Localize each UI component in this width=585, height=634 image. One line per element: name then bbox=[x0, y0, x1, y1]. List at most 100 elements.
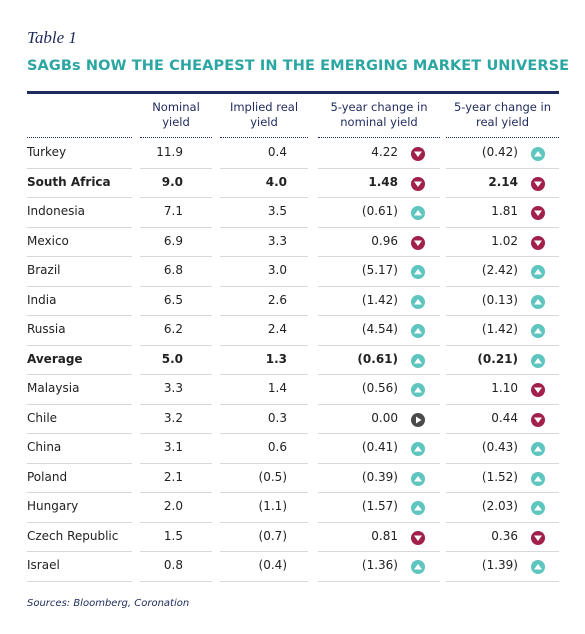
cell-value: 1.81 bbox=[491, 204, 518, 218]
source-note: Sources: Bloomberg, Coronation bbox=[27, 598, 190, 609]
row-separator bbox=[140, 580, 212, 582]
cell-value: 1.02 bbox=[491, 233, 518, 248]
row-separator bbox=[27, 197, 132, 198]
icon bbox=[411, 383, 425, 397]
cell-value: 0.8 bbox=[163, 558, 183, 572]
trend-icon bbox=[531, 412, 545, 427]
cell-value: 11.9 bbox=[156, 145, 183, 159]
row-separator bbox=[140, 197, 212, 198]
cell-value: 3.2 bbox=[163, 410, 183, 425]
icon bbox=[531, 235, 545, 250]
cell-value: 1.10 bbox=[491, 381, 518, 395]
cell-value: (0.13) bbox=[481, 292, 518, 307]
icon bbox=[411, 206, 425, 220]
header-separator bbox=[318, 137, 440, 138]
icon bbox=[531, 471, 545, 486]
trend-icon bbox=[531, 205, 545, 220]
cell-value: 6.9 bbox=[163, 233, 183, 248]
row-separator bbox=[318, 403, 440, 405]
cell-value: 4.0 bbox=[265, 174, 287, 189]
row-separator bbox=[446, 256, 559, 257]
cell-value: (0.5) bbox=[258, 469, 287, 484]
icon bbox=[411, 442, 425, 456]
row-separator bbox=[446, 374, 559, 375]
icon bbox=[531, 294, 545, 309]
row-label: Indonesia bbox=[27, 204, 86, 218]
icon bbox=[531, 501, 545, 515]
icon bbox=[411, 501, 425, 515]
trend-icon bbox=[531, 235, 545, 250]
trend-icon bbox=[531, 294, 545, 309]
cell-value: (1.39) bbox=[481, 558, 518, 572]
cell-value: (0.56) bbox=[361, 381, 398, 395]
row-separator bbox=[446, 403, 559, 405]
row-separator bbox=[220, 197, 308, 198]
icon bbox=[411, 353, 425, 368]
icon bbox=[531, 147, 545, 161]
icon bbox=[411, 294, 425, 309]
row-label: Poland bbox=[27, 469, 68, 484]
row-separator bbox=[220, 167, 308, 169]
row-separator bbox=[140, 256, 212, 257]
row-separator bbox=[27, 403, 132, 405]
row-separator bbox=[27, 462, 132, 464]
cell-value: 1.5 bbox=[163, 528, 183, 543]
trend-icon bbox=[411, 323, 425, 338]
cell-value: 6.5 bbox=[163, 292, 183, 307]
row-separator bbox=[446, 226, 559, 228]
row-separator bbox=[27, 344, 132, 346]
row-separator bbox=[140, 521, 212, 523]
header-separator bbox=[27, 137, 132, 138]
row-label: Mexico bbox=[27, 233, 69, 248]
row-separator bbox=[140, 226, 212, 228]
row-label: Malaysia bbox=[27, 381, 80, 395]
trend-icon bbox=[531, 500, 545, 515]
cell-value: 0.36 bbox=[491, 528, 518, 543]
row-separator bbox=[318, 580, 440, 582]
row-label: Hungary bbox=[27, 499, 79, 513]
icon bbox=[531, 530, 545, 545]
cell-value: 4.22 bbox=[371, 145, 398, 159]
row-separator bbox=[220, 256, 308, 257]
row-separator bbox=[140, 492, 212, 493]
cell-value: 1.4 bbox=[267, 381, 287, 395]
row-label: Russia bbox=[27, 322, 66, 336]
row-separator bbox=[446, 492, 559, 493]
icon bbox=[411, 471, 425, 486]
icon bbox=[411, 147, 425, 161]
cell-value: 1.48 bbox=[368, 174, 398, 189]
row-label: Brazil bbox=[27, 263, 61, 277]
trend-icon bbox=[411, 559, 425, 574]
row-separator bbox=[446, 315, 559, 316]
cell-value: 0.44 bbox=[491, 410, 518, 425]
row-separator bbox=[27, 167, 132, 169]
row-separator bbox=[27, 433, 132, 434]
row-separator bbox=[140, 285, 212, 287]
row-separator bbox=[27, 374, 132, 375]
icon bbox=[531, 383, 545, 397]
row-separator bbox=[446, 433, 559, 434]
row-separator bbox=[140, 344, 212, 346]
row-separator bbox=[318, 433, 440, 434]
row-separator bbox=[446, 551, 559, 552]
icon bbox=[411, 235, 425, 250]
trend-icon bbox=[411, 382, 425, 397]
trend-icon bbox=[531, 530, 545, 545]
row-separator bbox=[220, 403, 308, 405]
trend-icon bbox=[411, 441, 425, 456]
cell-value: 0.96 bbox=[371, 233, 398, 248]
trend-icon bbox=[411, 264, 425, 279]
row-separator bbox=[318, 344, 440, 346]
icon bbox=[411, 560, 425, 574]
row-label: India bbox=[27, 292, 57, 307]
row-separator bbox=[220, 226, 308, 228]
row-separator bbox=[220, 433, 308, 434]
column-header: Nominal yield bbox=[152, 100, 200, 129]
row-separator bbox=[27, 285, 132, 287]
icon bbox=[531, 206, 545, 220]
cell-value: (0.7) bbox=[258, 528, 287, 543]
icon bbox=[411, 265, 425, 279]
icon bbox=[531, 324, 545, 338]
cell-value: (1.42) bbox=[481, 322, 518, 336]
row-separator bbox=[220, 344, 308, 346]
